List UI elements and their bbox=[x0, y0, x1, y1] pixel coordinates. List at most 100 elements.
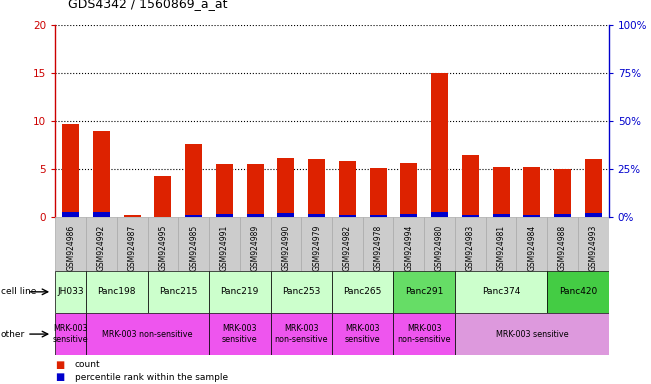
Text: percentile rank within the sample: percentile rank within the sample bbox=[75, 372, 228, 382]
Bar bbox=[578, 217, 609, 271]
Bar bbox=[93, 212, 110, 217]
Bar bbox=[332, 271, 393, 313]
Text: Panc215: Panc215 bbox=[159, 287, 197, 296]
Text: GDS4342 / 1560869_a_at: GDS4342 / 1560869_a_at bbox=[68, 0, 228, 10]
Bar bbox=[86, 313, 209, 355]
Text: GSM924989: GSM924989 bbox=[251, 225, 260, 271]
Text: ■: ■ bbox=[55, 360, 64, 370]
Text: MRK-003
sensitive: MRK-003 sensitive bbox=[53, 324, 89, 344]
Bar bbox=[277, 159, 294, 217]
Bar bbox=[301, 217, 332, 271]
Bar bbox=[308, 214, 325, 217]
Bar bbox=[148, 271, 209, 313]
Bar bbox=[209, 217, 240, 271]
Text: GSM924988: GSM924988 bbox=[558, 225, 567, 271]
Text: Panc374: Panc374 bbox=[482, 287, 520, 296]
Bar bbox=[455, 271, 547, 313]
Bar bbox=[93, 131, 110, 217]
Text: GSM924979: GSM924979 bbox=[312, 225, 321, 271]
Bar bbox=[585, 159, 602, 217]
Bar bbox=[86, 217, 117, 271]
Bar bbox=[462, 155, 478, 217]
Bar bbox=[240, 217, 271, 271]
Text: GSM924992: GSM924992 bbox=[97, 225, 106, 271]
Bar bbox=[431, 73, 448, 217]
Bar bbox=[523, 167, 540, 217]
Bar bbox=[209, 313, 271, 355]
Text: MRK-003
sensitive: MRK-003 sensitive bbox=[222, 324, 258, 344]
Bar bbox=[393, 217, 424, 271]
Text: GSM924987: GSM924987 bbox=[128, 225, 137, 271]
Bar bbox=[55, 271, 86, 313]
Bar bbox=[523, 215, 540, 217]
Bar bbox=[363, 217, 393, 271]
Bar bbox=[370, 168, 387, 217]
Bar bbox=[332, 313, 393, 355]
Text: cell line: cell line bbox=[1, 287, 36, 296]
Bar bbox=[493, 167, 510, 217]
Bar bbox=[124, 215, 141, 217]
Bar bbox=[86, 271, 148, 313]
Bar bbox=[493, 214, 510, 217]
Text: other: other bbox=[1, 329, 25, 339]
Bar bbox=[393, 313, 455, 355]
Bar bbox=[277, 213, 294, 217]
Text: MRK-003 non-sensitive: MRK-003 non-sensitive bbox=[102, 329, 193, 339]
Bar bbox=[186, 144, 202, 217]
Bar bbox=[271, 313, 332, 355]
Bar bbox=[247, 214, 264, 217]
Text: Panc198: Panc198 bbox=[98, 287, 136, 296]
Text: GSM924981: GSM924981 bbox=[497, 225, 506, 271]
Text: GSM924983: GSM924983 bbox=[466, 225, 475, 271]
Bar bbox=[62, 212, 79, 217]
Text: GSM924982: GSM924982 bbox=[343, 225, 352, 271]
Text: Panc291: Panc291 bbox=[405, 287, 443, 296]
Bar bbox=[271, 217, 301, 271]
Bar bbox=[62, 124, 79, 217]
Bar bbox=[209, 271, 271, 313]
Bar bbox=[547, 271, 609, 313]
Bar bbox=[400, 214, 417, 217]
Text: MRK-003
non-sensitive: MRK-003 non-sensitive bbox=[275, 324, 328, 344]
Text: MRK-003
sensitive: MRK-003 sensitive bbox=[345, 324, 381, 344]
Bar bbox=[400, 163, 417, 217]
Bar bbox=[308, 159, 325, 217]
Text: JH033: JH033 bbox=[57, 287, 84, 296]
Bar bbox=[516, 217, 547, 271]
Text: ■: ■ bbox=[55, 372, 64, 382]
Text: Panc420: Panc420 bbox=[559, 287, 597, 296]
Text: Panc265: Panc265 bbox=[344, 287, 382, 296]
Text: GSM924986: GSM924986 bbox=[66, 225, 76, 271]
Bar bbox=[431, 212, 448, 217]
Bar bbox=[486, 217, 516, 271]
Bar bbox=[547, 217, 578, 271]
Text: GSM924994: GSM924994 bbox=[404, 225, 413, 271]
Bar bbox=[55, 217, 86, 271]
Text: MRK-003
non-sensitive: MRK-003 non-sensitive bbox=[398, 324, 451, 344]
Text: count: count bbox=[75, 360, 100, 369]
Bar bbox=[154, 176, 171, 217]
Text: Panc219: Panc219 bbox=[221, 287, 259, 296]
Bar bbox=[271, 271, 332, 313]
Text: GSM924985: GSM924985 bbox=[189, 225, 198, 271]
Bar bbox=[339, 161, 356, 217]
Text: GSM924991: GSM924991 bbox=[220, 225, 229, 271]
Text: GSM924984: GSM924984 bbox=[527, 225, 536, 271]
Bar bbox=[332, 217, 363, 271]
Bar bbox=[178, 217, 209, 271]
Bar bbox=[247, 164, 264, 217]
Bar bbox=[216, 164, 233, 217]
Text: GSM924980: GSM924980 bbox=[435, 225, 444, 271]
Bar bbox=[117, 217, 148, 271]
Bar bbox=[339, 215, 356, 217]
Text: GSM924978: GSM924978 bbox=[374, 225, 383, 271]
Bar bbox=[148, 217, 178, 271]
Bar bbox=[585, 213, 602, 217]
Bar bbox=[462, 215, 478, 217]
Bar bbox=[216, 214, 233, 217]
Bar bbox=[554, 214, 571, 217]
Text: Panc253: Panc253 bbox=[282, 287, 320, 296]
Bar bbox=[370, 215, 387, 217]
Bar bbox=[455, 217, 486, 271]
Bar bbox=[186, 215, 202, 217]
